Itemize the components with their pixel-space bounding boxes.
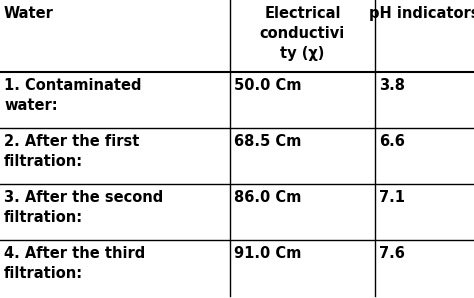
Text: 91.0 Cm: 91.0 Cm bbox=[234, 246, 301, 261]
Text: 7.1: 7.1 bbox=[379, 190, 405, 205]
Text: Water: Water bbox=[4, 6, 54, 21]
Text: 3. After the second
filtration:: 3. After the second filtration: bbox=[4, 190, 163, 225]
Text: 86.0 Cm: 86.0 Cm bbox=[234, 190, 301, 205]
Text: Electrical
conductivi
ty (χ): Electrical conductivi ty (χ) bbox=[260, 6, 345, 60]
Text: 68.5 Cm: 68.5 Cm bbox=[234, 134, 301, 149]
Text: 3.8: 3.8 bbox=[379, 78, 405, 93]
Text: 7.6: 7.6 bbox=[379, 246, 405, 261]
Text: pH indicators: pH indicators bbox=[369, 6, 474, 21]
Text: 4. After the third
filtration:: 4. After the third filtration: bbox=[4, 246, 145, 281]
Text: 1. Contaminated
water:: 1. Contaminated water: bbox=[4, 78, 142, 113]
Text: 50.0 Cm: 50.0 Cm bbox=[234, 78, 301, 93]
Text: 6.6: 6.6 bbox=[379, 134, 405, 149]
Text: 2. After the first
filtration:: 2. After the first filtration: bbox=[4, 134, 139, 169]
